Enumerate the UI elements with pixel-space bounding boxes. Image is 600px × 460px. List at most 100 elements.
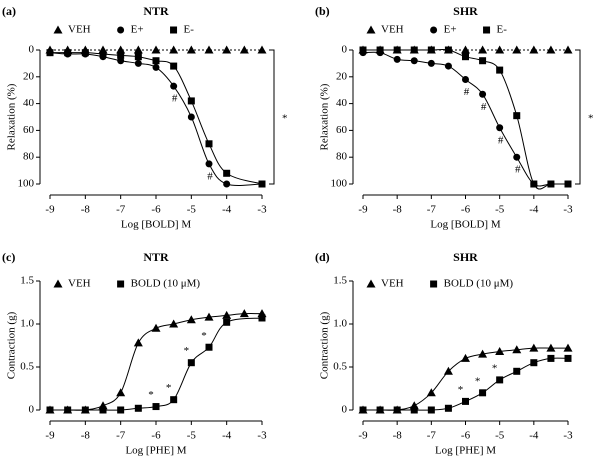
y-tick-label: 0.5 [333, 361, 347, 373]
y-axis-label: Contraction (g) [6, 311, 18, 379]
y-axis-label: Relaxation (%) [319, 83, 331, 150]
legend-marker [170, 26, 178, 34]
data-point [152, 57, 160, 65]
data-point [239, 45, 249, 54]
x-tick-label: -6 [461, 430, 471, 442]
chart-title: SHR [453, 4, 478, 18]
chart-title: SHR [453, 250, 478, 264]
data-point [427, 406, 435, 414]
x-tick-label: -3 [563, 430, 573, 442]
legend-marker [366, 25, 376, 34]
point-annotation: # [498, 134, 504, 146]
y-tick-label: 80 [23, 151, 35, 163]
legend-label: E- [184, 24, 195, 36]
data-point [151, 45, 161, 54]
data-point [81, 406, 89, 414]
data-point [495, 347, 505, 356]
data-point [462, 397, 469, 405]
data-point [427, 46, 435, 54]
legend-marker [430, 26, 438, 34]
y-tick-label: 80 [336, 151, 348, 163]
y-tick-label: 60 [23, 124, 35, 136]
data-point [376, 46, 384, 54]
data-point [169, 319, 179, 328]
x-tick-label: -3 [257, 430, 267, 442]
data-point [116, 45, 126, 54]
data-point [376, 406, 384, 414]
chart-title: NTR [143, 250, 169, 264]
data-point [170, 396, 178, 404]
x-tick-label: -4 [222, 204, 232, 216]
data-point [546, 45, 556, 54]
x-tick-label: -9 [45, 430, 55, 442]
x-tick-label: -7 [116, 204, 126, 216]
data-point [564, 180, 572, 188]
x-tick-label: -5 [187, 204, 197, 216]
y-tick-label: 20 [336, 70, 348, 82]
data-point [151, 323, 161, 332]
data-point [513, 153, 521, 161]
x-tick-label: -6 [151, 430, 161, 442]
data-point [410, 406, 418, 414]
data-point [529, 45, 539, 54]
data-point [393, 55, 401, 63]
data-point [223, 180, 231, 188]
data-point [529, 343, 539, 352]
data-point [239, 309, 249, 318]
x-tick-label: -4 [222, 430, 232, 442]
data-point [462, 53, 469, 61]
data-point [204, 312, 214, 321]
data-point [393, 46, 401, 54]
data-point [513, 112, 521, 120]
data-point [99, 50, 107, 58]
data-point [258, 180, 266, 188]
data-point [223, 169, 231, 177]
data-point [530, 180, 538, 188]
data-point [116, 388, 126, 397]
data-point [187, 97, 195, 105]
y-tick-label: 100 [331, 178, 348, 190]
data-point [547, 180, 555, 188]
y-tick-label: 0 [342, 44, 348, 56]
legend-label: E- [497, 24, 508, 36]
data-point [478, 45, 488, 54]
data-point [186, 315, 196, 324]
data-point [359, 406, 367, 414]
x-tick-label: -6 [151, 204, 161, 216]
significance-label: * [282, 113, 288, 125]
data-point [133, 338, 143, 347]
legend-marker [430, 280, 438, 288]
point-annotation: # [481, 101, 487, 113]
data-point [496, 124, 504, 132]
data-point [134, 53, 142, 61]
legend-marker [483, 26, 491, 34]
significance-bracket [575, 49, 581, 185]
data-point [479, 90, 487, 98]
legend-label: VEH [68, 278, 91, 290]
y-axis-label: Relaxation (%) [6, 83, 18, 150]
data-point [152, 63, 160, 71]
data-point [496, 66, 504, 74]
x-tick-label: -9 [358, 430, 368, 442]
data-point [117, 51, 125, 59]
point-annotation: * [458, 384, 464, 396]
data-point [64, 49, 72, 57]
x-tick-label: -3 [257, 204, 267, 216]
data-point [427, 59, 435, 67]
data-point [133, 45, 143, 54]
y-tick-label: 0 [342, 404, 348, 416]
data-point [530, 359, 538, 367]
series-curve [50, 52, 263, 185]
data-point [462, 75, 469, 83]
data-point [257, 45, 267, 54]
point-annotation: * [184, 345, 190, 357]
data-point [134, 404, 142, 412]
data-point [564, 354, 572, 362]
legend-marker [53, 279, 63, 288]
x-tick-label: -6 [461, 204, 471, 216]
data-point [204, 45, 214, 54]
data-point [461, 353, 470, 362]
y-tick-label: 1.5 [333, 275, 347, 287]
x-tick-label: -7 [427, 430, 437, 442]
